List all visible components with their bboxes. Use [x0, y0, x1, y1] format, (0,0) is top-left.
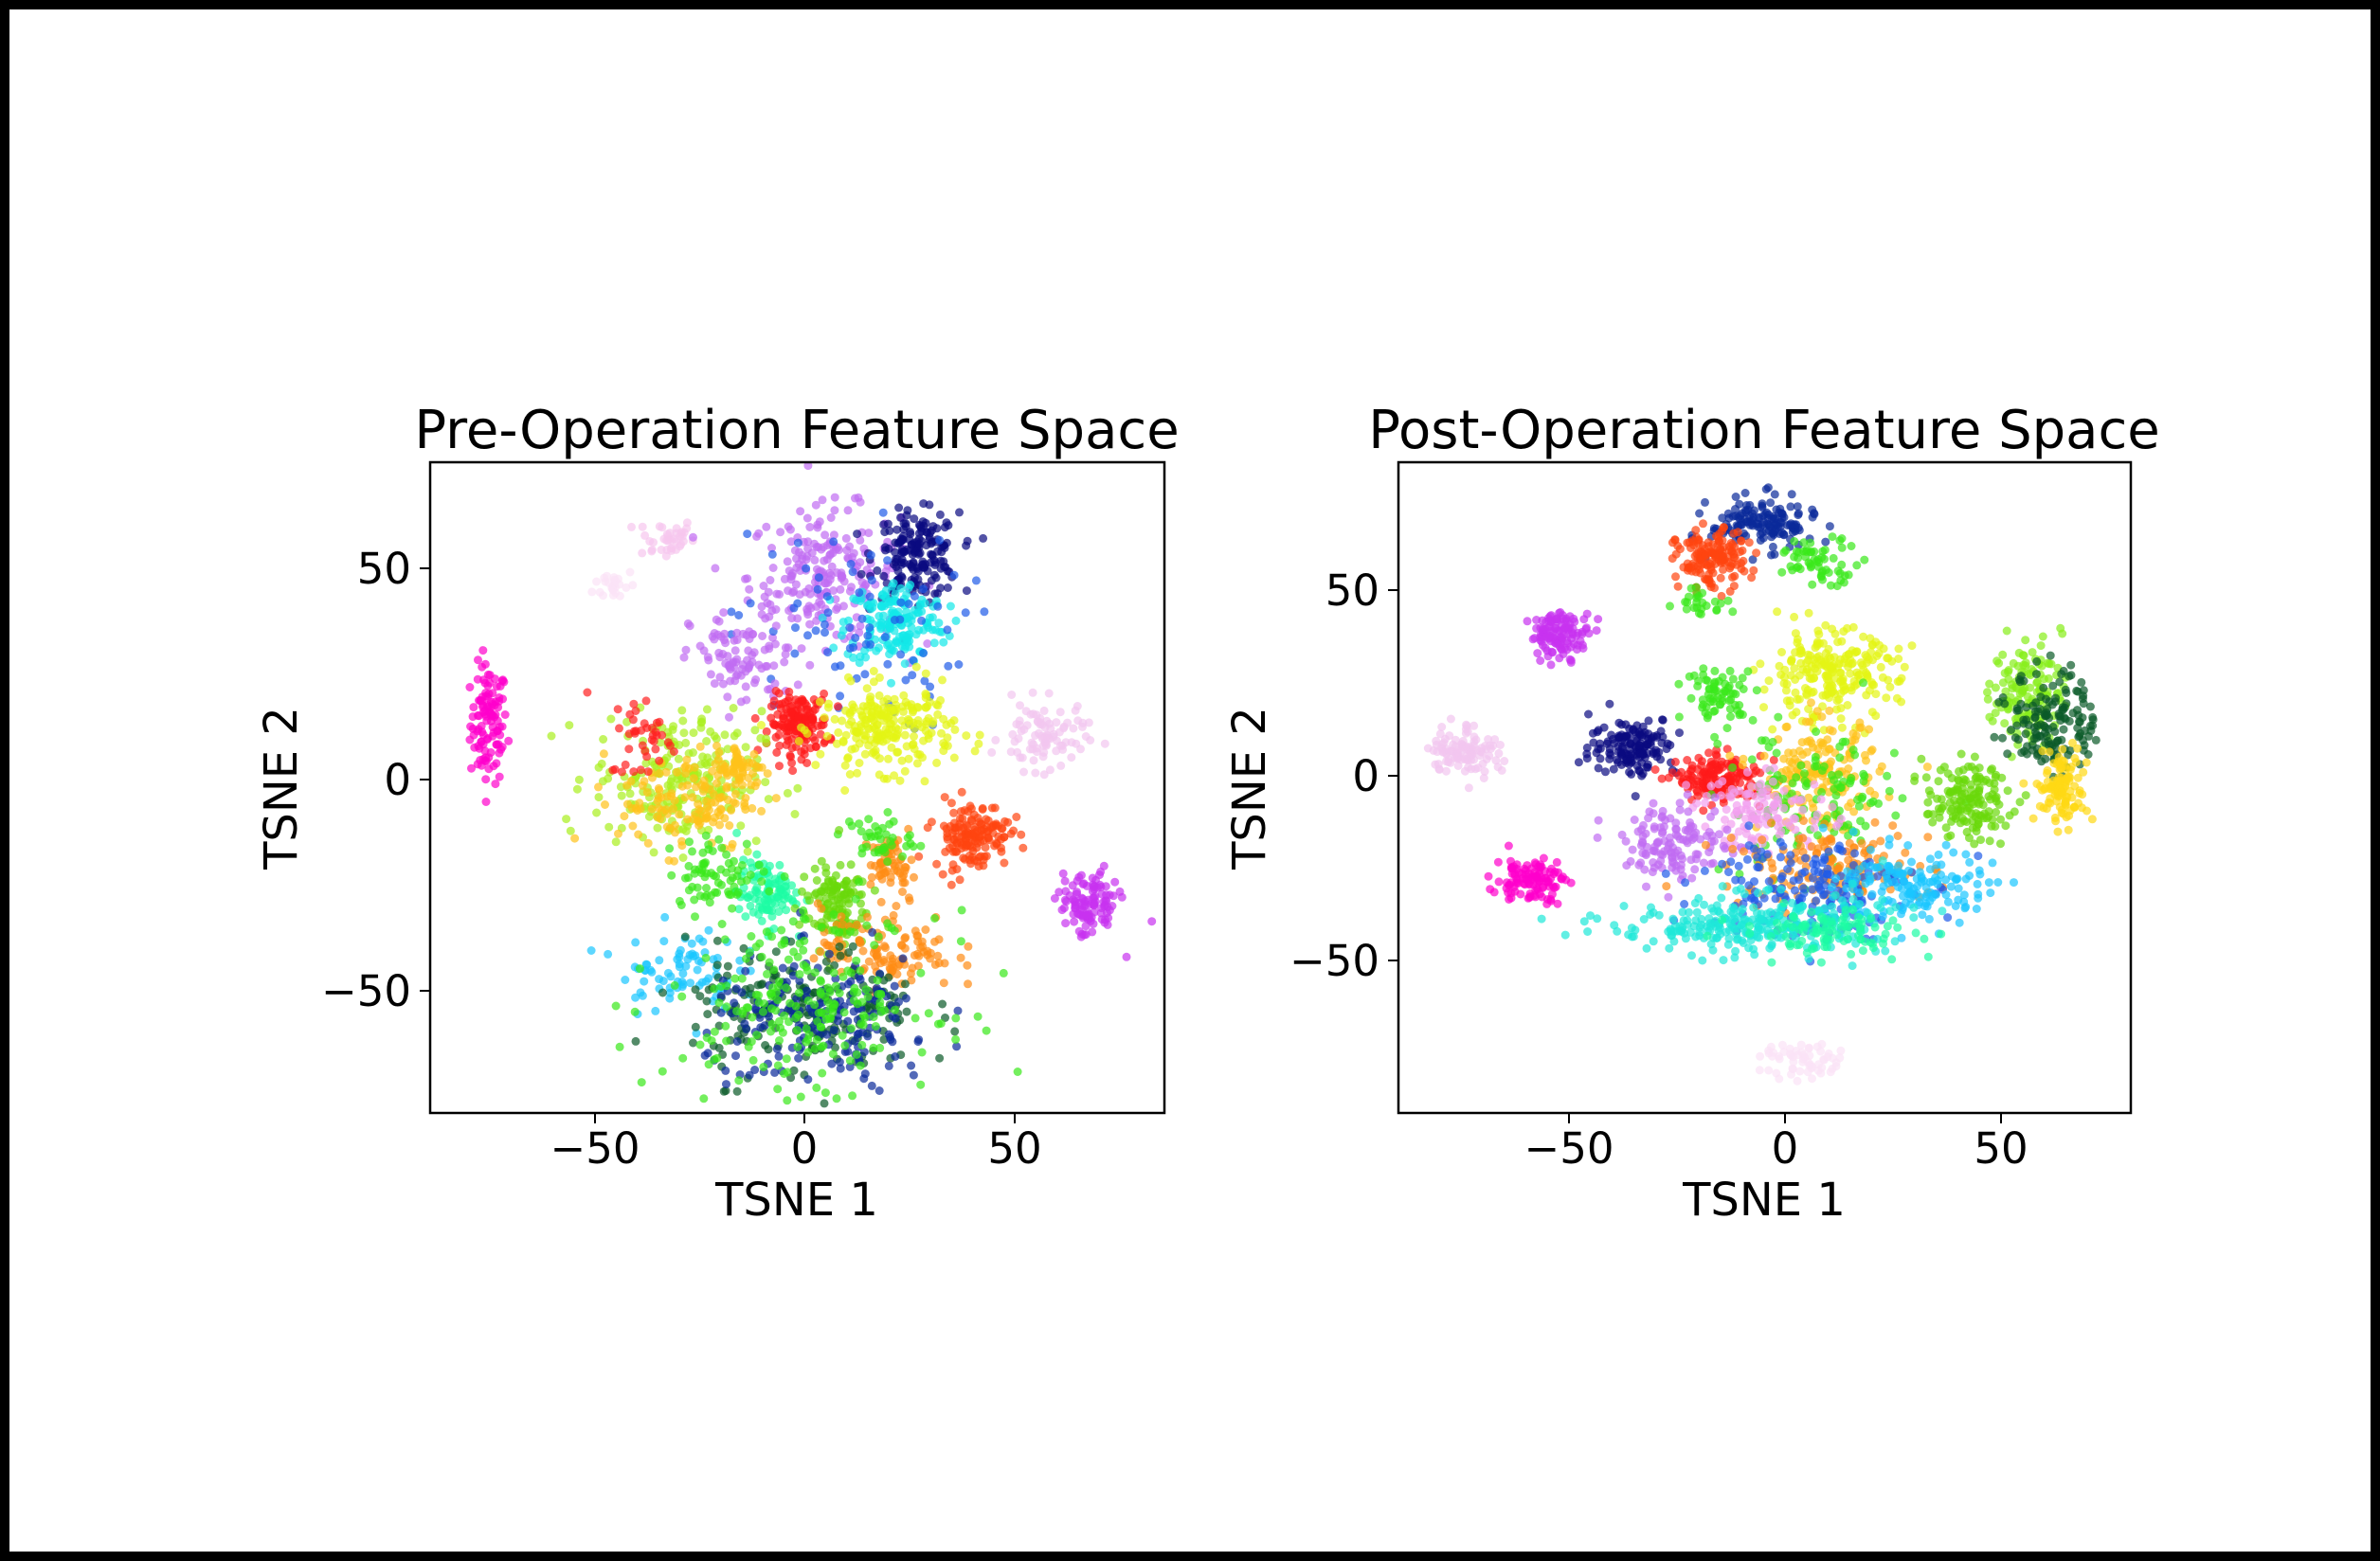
x-tick-label: 50 [987, 1123, 1041, 1174]
y-tick-label: 50 [1325, 565, 1379, 616]
y-axis-label: TSNE 2 [1223, 707, 1276, 870]
scatter-points [465, 461, 1157, 1108]
y-tick-label: 0 [384, 755, 411, 805]
x-tick-label: −50 [1524, 1123, 1614, 1174]
y-tick-label: 0 [1352, 751, 1379, 801]
axes-frame [1397, 460, 2133, 1115]
x-tick-label: 0 [791, 1123, 819, 1174]
y-tick-label: −50 [1289, 936, 1379, 986]
x-axis: −50 0 50 TSNE 1 [550, 1113, 1042, 1227]
x-tick-label: −50 [550, 1123, 640, 1174]
y-axis-label: TSNE 2 [255, 707, 308, 870]
y-axis: 50 0 −50 TSNE 2 [1223, 565, 1398, 986]
x-axis-label: TSNE 1 [714, 1174, 878, 1227]
x-tick-label: 0 [1772, 1123, 1799, 1174]
x-tick-label: 50 [1974, 1123, 2028, 1174]
subplot-title: Pre-Operation Feature Space [414, 400, 1179, 461]
y-tick-label: 50 [357, 544, 411, 594]
subplot-post-operation: Post-Operation Feature Space −50 0 50 TS… [1223, 400, 2160, 1227]
x-axis: −50 0 50 TSNE 1 [1524, 1113, 2028, 1227]
x-axis-label: TSNE 1 [1682, 1174, 1846, 1227]
scatter-points [1423, 483, 2101, 1086]
y-tick-label: −50 [321, 966, 411, 1016]
subplot-title: Post-Operation Feature Space [1368, 400, 2160, 461]
subplot-pre-operation: Pre-Operation Feature Space −50 0 50 TSN… [255, 400, 1180, 1227]
y-axis: 50 0 −50 TSNE 2 [255, 544, 430, 1016]
axes-frame [428, 460, 1166, 1115]
